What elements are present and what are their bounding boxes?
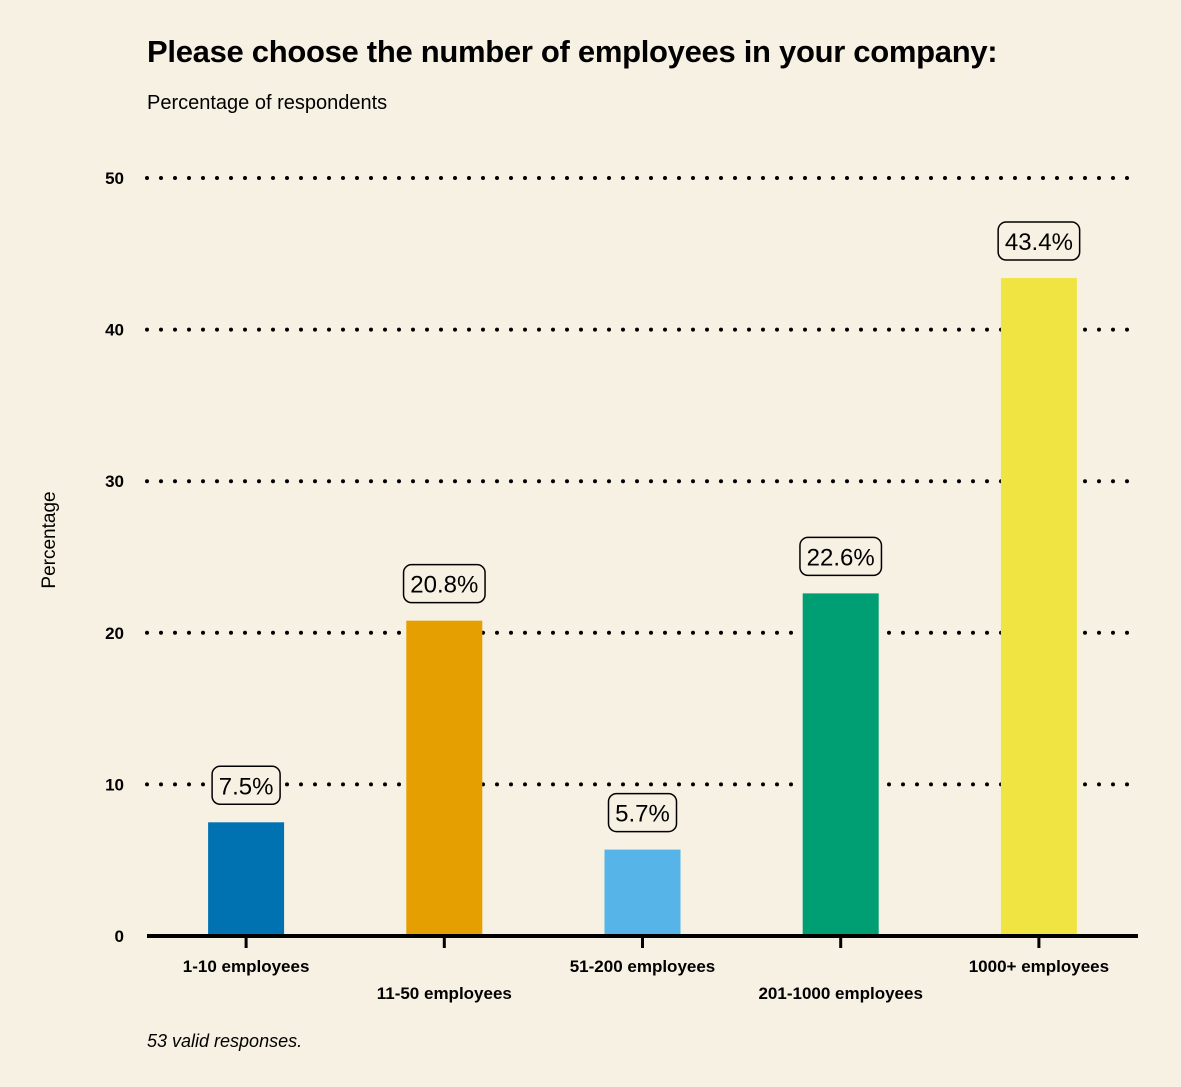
- data-label: 5.7%: [615, 801, 670, 828]
- chart-subtitle: Percentage of respondents: [147, 92, 388, 114]
- y-tick-label: 0: [115, 927, 124, 946]
- bar: [1000, 278, 1077, 936]
- y-tick-label: 40: [105, 321, 124, 340]
- y-tick-label: 50: [105, 169, 124, 188]
- data-label-box: [402, 563, 486, 604]
- x-tick-label: 11-50 employees: [377, 984, 512, 1003]
- data-label: 43.4%: [1005, 229, 1073, 256]
- y-tick-label: 30: [105, 472, 124, 491]
- x-tick-label: 1000+ employees: [969, 957, 1109, 976]
- footnote: 53 valid responses.: [147, 1031, 303, 1051]
- data-label-box: [607, 792, 678, 833]
- bar: [604, 849, 681, 936]
- chart-title: Please choose the number of employees in…: [147, 34, 998, 69]
- y-tick-label: 20: [105, 624, 124, 643]
- y-tick-label: 10: [105, 775, 124, 794]
- x-tick-label: 51-200 employees: [570, 957, 716, 976]
- data-label: 7.5%: [219, 773, 274, 800]
- data-label-box: [211, 765, 281, 806]
- x-tick-label: 201-1000 employees: [758, 984, 922, 1003]
- data-label-box: [799, 536, 883, 577]
- data-label: 20.8%: [410, 572, 478, 599]
- data-label-box: [997, 221, 1081, 261]
- x-tick-label: 1-10 employees: [183, 957, 310, 976]
- bar: [802, 593, 879, 936]
- bar: [208, 822, 285, 936]
- bar: [406, 620, 483, 936]
- data-label: 22.6%: [807, 544, 875, 571]
